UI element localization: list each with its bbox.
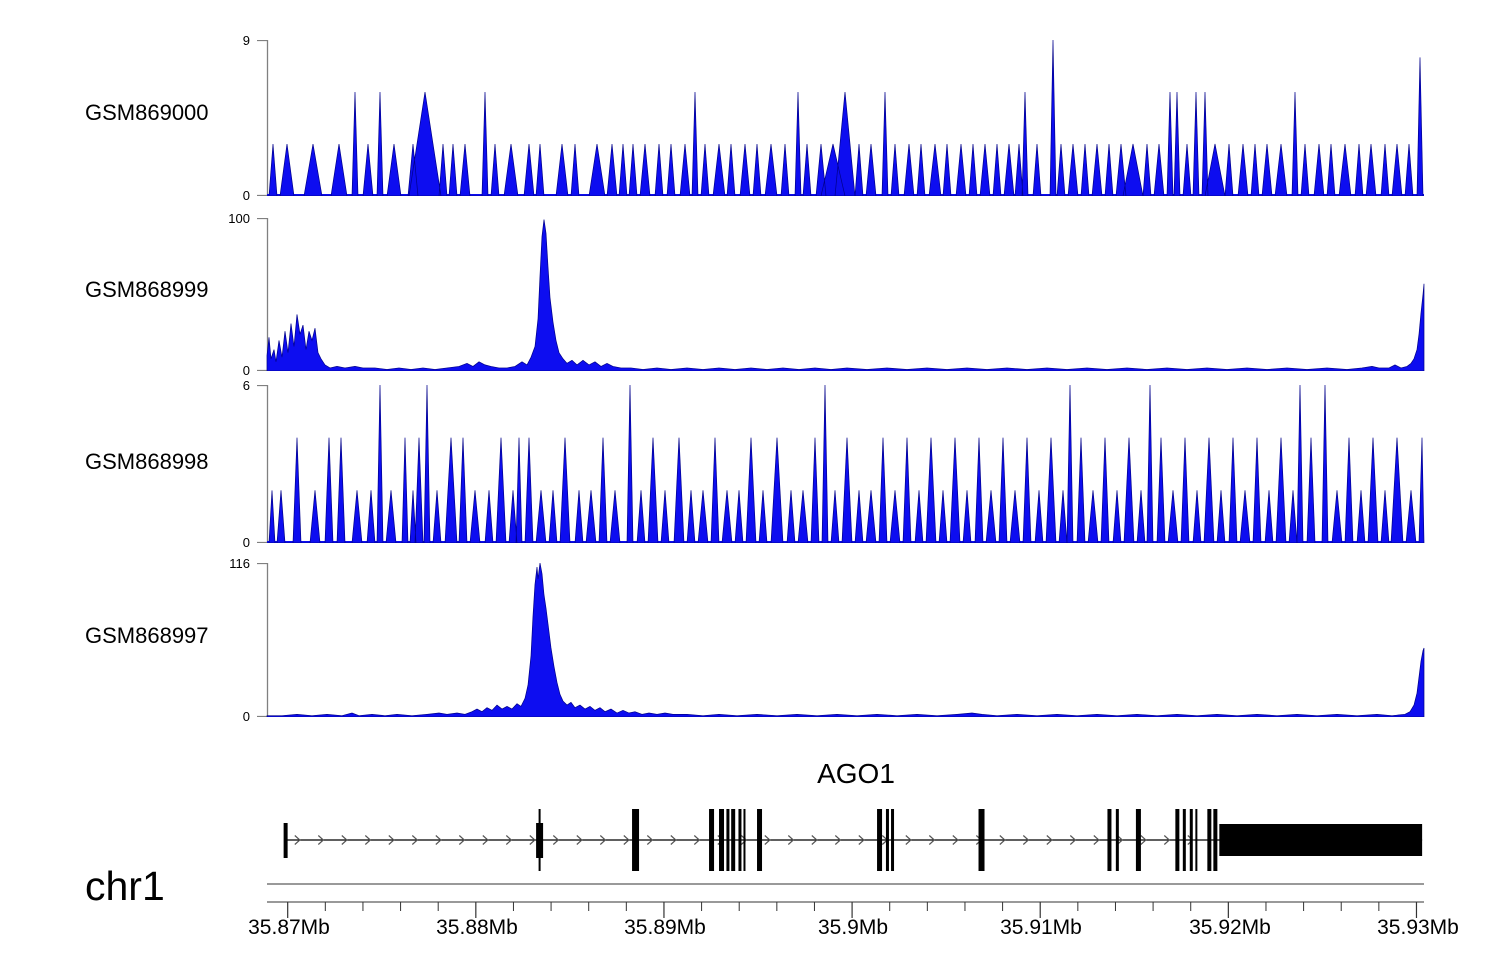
y-min-label-track4: 0 [242, 709, 250, 724]
track-label-gsm868998: GSM868998 [85, 449, 209, 474]
axis-tick-label: 35.93Mb [1377, 916, 1459, 939]
track-label-gsm868999: GSM868999 [85, 277, 209, 302]
y-min-label-track3: 0 [242, 535, 250, 550]
signal-track-gsm868997 [257, 563, 1425, 717]
y-min-label-track1: 0 [242, 188, 250, 203]
axis-tick-label: 35.89Mb [624, 916, 706, 939]
axis-tick-label: 35.91Mb [1000, 916, 1082, 939]
signal-track-gsm868998 [257, 385, 1425, 543]
track-label-gsm868997: GSM868997 [85, 623, 209, 648]
signal-track-gsm869000 [257, 40, 1424, 196]
axis-tick-label: 35.9Mb [817, 916, 889, 939]
y-min-label-track2: 0 [242, 363, 250, 378]
gene-model-ago1 [283, 809, 1423, 871]
y-max-label-track2: 100 [228, 211, 250, 226]
chromosome-label: chr1 [85, 863, 165, 909]
genomic-coordinate-axis [267, 883, 1424, 918]
y-max-label-track3: 6 [242, 378, 250, 393]
track-label-gsm869000: GSM869000 [85, 100, 209, 125]
gene-name-label: AGO1 [817, 758, 895, 789]
signal-track-gsm868999 [257, 218, 1425, 371]
y-max-label-track1: 9 [242, 33, 250, 48]
axis-tick-label: 35.88Mb [436, 916, 518, 939]
axis-tick-label: 35.92Mb [1189, 916, 1271, 939]
axis-tick-label: 35.87Mb [248, 916, 330, 939]
y-max-label-track4: 116 [229, 556, 250, 571]
